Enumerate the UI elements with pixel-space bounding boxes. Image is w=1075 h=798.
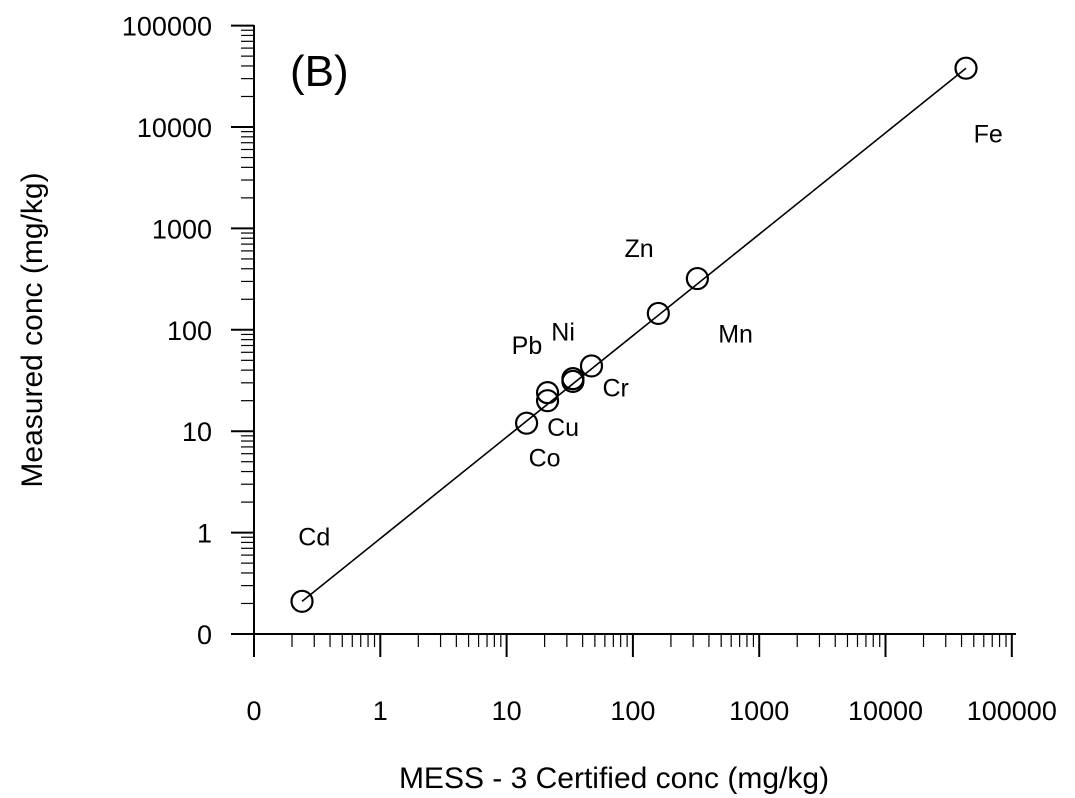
data-point-co: [515, 411, 539, 435]
data-point-cr: [579, 354, 604, 378]
x-axis-ticks: [253, 634, 1013, 657]
x-axis-title: MESS - 3 Certified conc (mg/kg): [399, 762, 829, 795]
data-point-zn: [646, 301, 670, 326]
x-tick-label: 10: [492, 696, 522, 726]
y-tick-label: 10: [182, 417, 212, 447]
point-label-ni: Ni: [551, 319, 575, 347]
point-label-pb: Pb: [512, 332, 543, 360]
y-tick-label: 0: [197, 620, 212, 650]
y-axis-title: Measured conc (mg/kg): [16, 172, 49, 487]
point-label-cu: Cu: [547, 414, 579, 442]
data-point-cu: [535, 389, 560, 413]
point-label-cd: Cd: [298, 523, 330, 551]
y-tick-label: 1: [197, 519, 212, 549]
y-tick-label: 100000: [122, 12, 212, 42]
data-point-pb: [535, 381, 560, 405]
data-point-cr: [561, 369, 585, 393]
y-axis-ticks: [231, 24, 254, 635]
x-tick-label: 1000: [729, 696, 789, 726]
x-axis-tick-labels: 0 1 10 100 1000 10000 100000: [246, 696, 1056, 726]
data-point-mn: [685, 266, 709, 291]
point-label-co: Co: [529, 444, 561, 472]
point-label-mn: Mn: [718, 320, 753, 348]
point-label-cr: Cr: [602, 374, 628, 402]
data-points: [290, 56, 978, 613]
x-tick-label: 10000: [848, 696, 923, 726]
data-point-fe: [954, 56, 978, 80]
x-tick-label: 100: [610, 696, 655, 726]
x-tick-label: 0: [246, 696, 261, 726]
x-tick-label: 1: [373, 696, 388, 726]
y-tick-label: 10000: [137, 113, 212, 143]
point-label-zn: Zn: [625, 235, 654, 263]
data-point-cd: [290, 589, 314, 613]
point-label-fe: Fe: [974, 121, 1003, 149]
y-tick-label: 100: [167, 316, 212, 346]
panel-label: (B): [290, 47, 349, 96]
y-axis-tick-labels: 0 1 10 100 1000 10000 100000: [122, 12, 212, 650]
x-tick-label: 100000: [967, 696, 1057, 726]
axes: [231, 24, 1016, 657]
fit-line: [301, 67, 967, 602]
y-tick-label: 1000: [152, 214, 212, 244]
